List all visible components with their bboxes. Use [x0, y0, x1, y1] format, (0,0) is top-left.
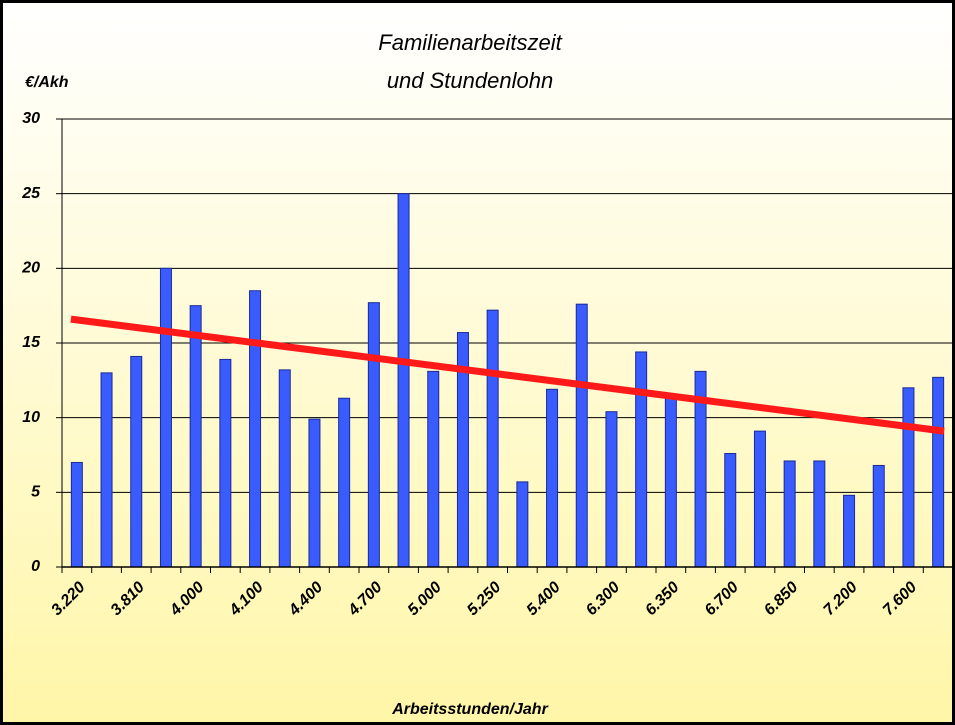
- bar: [813, 460, 826, 568]
- bar: [932, 376, 945, 568]
- bar: [159, 267, 172, 568]
- y-axis-label: €/Akh: [25, 74, 69, 91]
- y-tick-label: 25: [21, 185, 41, 202]
- bar: [724, 453, 737, 568]
- bar: [546, 388, 559, 568]
- y-tick-label: 10: [22, 409, 40, 426]
- bar: [308, 418, 321, 568]
- bar: [664, 397, 677, 568]
- bar: [843, 494, 856, 568]
- bar: [902, 387, 915, 568]
- bar: [427, 370, 440, 568]
- bar: [130, 355, 143, 568]
- bar: [872, 464, 885, 568]
- bar: [516, 481, 529, 568]
- bar: [486, 309, 499, 568]
- y-tick-label: 0: [31, 558, 40, 575]
- bar: [338, 397, 351, 568]
- chart-title: Familienarbeitszeit: [378, 30, 562, 55]
- bar: [70, 461, 83, 568]
- bar: [278, 369, 291, 568]
- bar: [575, 303, 588, 568]
- bar: [219, 358, 232, 568]
- bar: [783, 460, 796, 568]
- bar: [397, 193, 410, 568]
- chart-title: und Stundenlohn: [387, 68, 553, 93]
- x-axis-label: Arbeitsstunden/Jahr: [391, 701, 548, 718]
- bar: [753, 430, 766, 568]
- bar: [100, 372, 113, 568]
- bar: [249, 290, 262, 568]
- y-tick-label: 15: [22, 334, 41, 351]
- y-tick-label: 30: [22, 110, 40, 127]
- trend-line: [70, 315, 945, 435]
- y-tick-label: 5: [31, 484, 41, 501]
- bar: [367, 302, 380, 568]
- bar: [605, 411, 618, 568]
- bar: [635, 351, 648, 568]
- bar: [189, 305, 202, 568]
- y-tick-label: 20: [21, 260, 40, 277]
